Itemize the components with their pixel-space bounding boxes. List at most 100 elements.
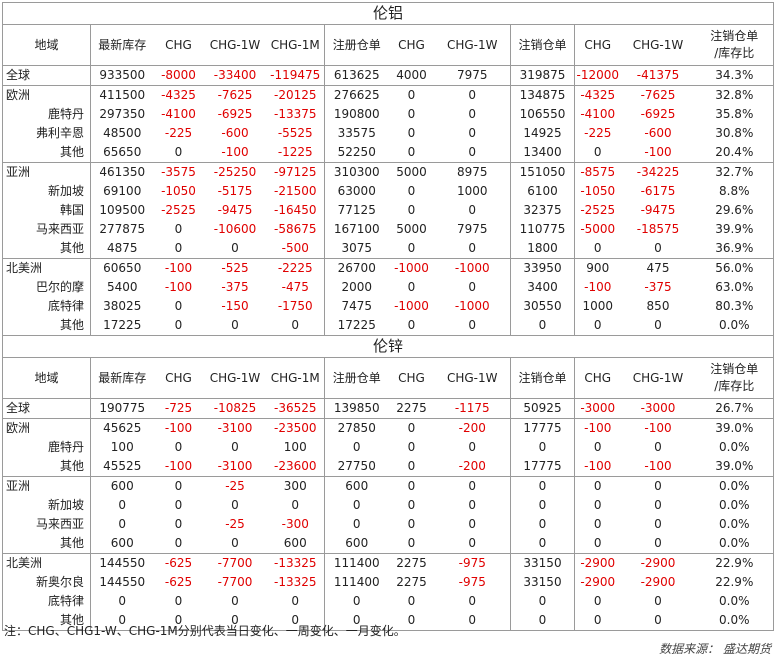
table-cell: 0 [407,107,416,121]
table-cell: -58675 [273,222,317,236]
table-cell: -2225 [266,258,325,278]
table-cell: 48500 [90,124,154,143]
table-cell: -7625 [203,85,267,105]
table-cell: 475 [620,258,696,278]
table-cell: 461350 [90,162,154,182]
table-cell: -3100 [217,459,253,473]
table-cell: 0 [468,241,477,255]
table-row: 底特律 0 0 0 0 0 0 0 0 0 0 0.0% [2,592,775,611]
table-cell: 0 [468,440,477,454]
table-cell: 0 [174,594,183,608]
table-cell: 0.0% [695,534,775,554]
table-cell: 300 [266,476,325,496]
table-cell: 80.3% [695,297,775,316]
table-cell: 134875 [510,85,575,105]
table-cell: -36525 [273,401,317,415]
table-cell: 100 [283,440,307,454]
location-name: 其他 [2,316,91,336]
table-cell: 0 [654,241,662,255]
table-cell: 0 [620,476,696,496]
table-row: 其他 45525 -100 -3100 -23600 27750 0 -200 17775 -10… [2,457,775,477]
table-cell: -3575 [153,162,204,182]
table-cell: 0 [654,536,662,550]
table-cell: 2275 [396,575,427,589]
table-cell: -6175 [640,184,676,198]
table-cell: 310300 [324,162,389,182]
table-cell: 0 [468,536,477,550]
table-cell: -2900 [574,553,621,573]
table-cell: 0 [174,145,183,159]
location-name: 马来西亚 [2,220,91,239]
table-cell: 8975 [434,162,511,182]
table-row: 新奥尔良 144550 -625 -7700 -13325 111400 2275 -975 3… [2,573,775,592]
table-cell: -23500 [266,418,325,438]
table-cell: 0 [407,126,416,140]
table-cell: 0 [593,440,602,454]
table-cell: 63.0% [695,278,775,297]
table-cell: 32375 [510,201,575,220]
table-cell: -4100 [580,107,616,121]
table-cell: -9475 [640,203,676,217]
table-cell: 5000 [388,162,435,182]
table-cell: 0 [388,418,435,438]
table-cell: 0 [654,440,662,454]
location-name: 其他 [2,239,91,259]
table-cell: 0 [407,440,416,454]
table-cell: 933500 [90,65,154,86]
table-cell: 0 [407,517,416,531]
table-cell: -600 [221,126,249,140]
table-cell: 0 [620,316,696,336]
table-cell: 5400 [90,278,154,297]
region-name: 全球 [2,398,91,419]
table-cell: 0 [407,498,416,512]
table-cell: 7475 [324,297,389,316]
location-name: 新加坡 [2,182,91,201]
table-cell: 0.0% [695,515,775,534]
table-cell: 0 [510,316,575,336]
table-cell: -10600 [213,222,257,236]
location-name: 其他 [2,534,91,554]
table-cell: 0 [434,611,511,631]
table-cell: -100 [153,418,204,438]
table-cell: 17225 [324,316,389,336]
table-cell: 36.9% [695,239,775,259]
table-cell: -375 [221,280,249,294]
table-row: 马来西亚 0 0 -25 -300 0 0 0 0 0 0 0.0% [2,515,775,534]
table-cell: -1000 [394,299,429,313]
table-cell: -7700 [217,575,253,589]
table-row: 其他 0 0 0 0 0 0 0 0 0 0 0.0% [2,611,775,631]
region-name: 北美洲 [2,258,91,278]
table-cell: 0 [654,594,662,608]
table-row: 亚洲 600 0 -25 300 600 0 0 0 0 0 0.0% [2,476,775,496]
table-cell: 27850 [324,418,389,438]
table-cell: -13325 [266,553,325,573]
table-cell: 26700 [324,258,389,278]
table-cell: 0 [407,241,416,255]
table-cell: 35.8% [695,105,775,124]
table-cell: 3400 [510,278,575,297]
table-cell: 0 [574,316,621,336]
table-cell: 0 [574,611,621,631]
table-cell: 50925 [510,398,575,419]
table-cell: 14925 [510,124,575,143]
table-cell: 3075 [324,239,389,259]
table-cell: -119475 [270,68,321,82]
table-cell: 39.0% [695,418,775,438]
table-cell: -8575 [574,162,621,182]
table-cell: 0 [468,498,477,512]
location-name: 新奥尔良 [2,573,91,592]
table-cell: -100 [164,459,193,473]
table-cell: -13325 [273,575,317,589]
table-cell: 0.0% [695,496,775,515]
table-row: 底特律 38025 0 -150 -1750 7475 -1000 -1000 30550 100… [2,297,775,316]
table-cell: 190775 [90,398,154,419]
table-cell: -7625 [620,85,696,105]
table-cell: -475 [281,280,309,294]
table-cell: -16450 [273,203,317,217]
table-cell: -13375 [273,107,317,121]
table-cell: -3100 [203,418,267,438]
table-cell: 319875 [510,65,575,86]
table-cell: 20.4% [695,143,775,163]
location-name: 底特律 [2,592,91,611]
table-cell: 0 [291,498,300,512]
